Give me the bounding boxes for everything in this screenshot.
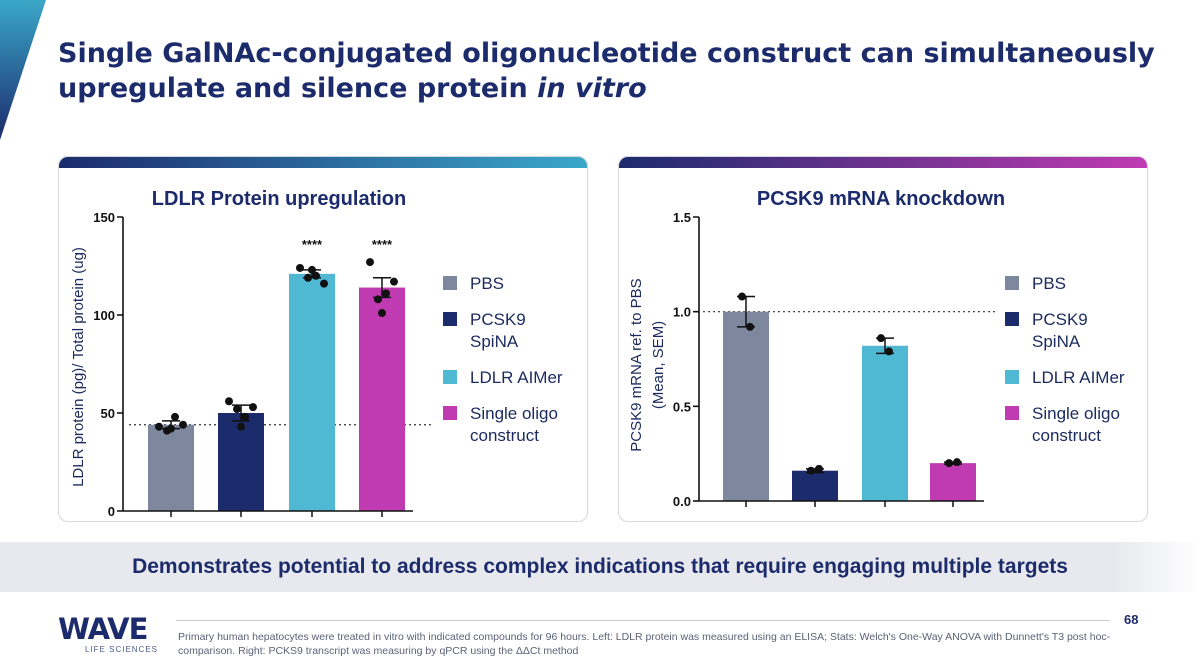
legend-swatch — [443, 406, 457, 420]
y-axis-label-2: (Mean, SEM) — [650, 321, 667, 409]
slide-title-text: Single GalNAc-conjugated oligonucleotide… — [58, 38, 1155, 104]
legend-swatch — [1005, 312, 1019, 326]
data-point — [366, 258, 374, 267]
y-tick-label: 150 — [93, 210, 115, 225]
company-logo: WAVE LIFE SCIENCES — [58, 614, 166, 654]
legend-item: PCSK9 SpiNA — [443, 309, 575, 353]
pcsk9-legend: PBS PCSK9 SpiNA LDLR AIMer Single oligo … — [1005, 273, 1137, 461]
banner-text: Demonstrates potential to address comple… — [132, 555, 1068, 578]
data-point — [374, 295, 382, 304]
y-tick-label: 0.0 — [673, 494, 691, 509]
legend-item: PBS — [1005, 273, 1137, 295]
significance-label: **** — [372, 237, 393, 252]
data-point — [296, 263, 304, 272]
data-point — [304, 273, 312, 282]
legend-swatch — [1005, 370, 1019, 384]
significance-label: **** — [302, 237, 323, 252]
data-point — [155, 422, 163, 431]
y-axis-label: PCSK9 mRNA ref. to PBS — [628, 278, 645, 451]
page-number: 68 — [1124, 612, 1139, 627]
data-point — [249, 403, 257, 412]
y-tick-label: 0 — [108, 504, 115, 519]
y-axis-label: LDLR protein (pg)/ Total protein (ug) — [70, 247, 87, 487]
data-point — [225, 397, 233, 406]
data-point — [308, 265, 316, 274]
ldlr-legend: PBS PCSK9 SpiNA LDLR AIMer Single oligo … — [443, 273, 575, 461]
panel-accent-bar — [619, 157, 1147, 168]
data-point — [390, 277, 398, 286]
data-point — [885, 347, 893, 356]
panel-accent-bar — [59, 157, 587, 168]
legend-label: Single oligo construct — [470, 404, 558, 445]
legend-label: PCSK9 SpiNA — [1032, 310, 1088, 351]
legend-label: PBS — [1032, 274, 1067, 293]
y-tick-label: 1.0 — [673, 305, 691, 320]
data-point — [237, 422, 245, 431]
data-point — [241, 412, 249, 421]
data-point — [167, 424, 175, 433]
legend-swatch — [1005, 406, 1019, 420]
chart-title: LDLR Protein upregulation — [152, 188, 406, 210]
legend-swatch — [1005, 276, 1019, 290]
ldlr-chart: LDLR Protein upregulation LDLR protein (p… — [70, 188, 431, 519]
bar-3 — [930, 463, 976, 501]
data-point — [320, 279, 328, 288]
pcsk9-chart-panel: PCSK9 mRNA knockdown PCSK9 mRNA ref. to P… — [618, 156, 1148, 522]
legend-label: Single oligo construct — [1032, 404, 1120, 445]
data-point — [746, 322, 754, 331]
data-point — [815, 464, 823, 473]
data-point — [953, 458, 961, 467]
ldlr-chart-panel: LDLR Protein upregulation LDLR protein (p… — [58, 156, 588, 522]
y-tick-label: 100 — [93, 308, 115, 323]
data-point — [378, 309, 386, 318]
data-point — [233, 405, 241, 414]
bar-2 — [862, 345, 908, 501]
bar-2 — [289, 273, 335, 511]
legend-item: Single oligo construct — [443, 403, 575, 447]
chart-title: PCSK9 mRNA knockdown — [757, 188, 1005, 210]
logo-subtitle: LIFE SCIENCES — [84, 645, 158, 654]
legend-item: PBS — [443, 273, 575, 295]
bar-1 — [792, 470, 838, 501]
slide-title-italic: in vitro — [537, 73, 647, 104]
y-tick-label: 0.5 — [673, 399, 691, 414]
bar-0 — [148, 424, 194, 511]
y-tick-label: 50 — [101, 406, 115, 421]
legend-item: LDLR AIMer — [443, 367, 575, 389]
legend-item: LDLR AIMer — [1005, 367, 1137, 389]
data-point — [382, 289, 390, 298]
data-point — [877, 334, 885, 343]
takeaway-banner: Demonstrates potential to address comple… — [0, 542, 1200, 592]
y-tick-label: 1.5 — [673, 210, 691, 225]
pcsk9-chart: PCSK9 mRNA knockdown PCSK9 mRNA ref. to P… — [628, 188, 1005, 509]
legend-label: LDLR AIMer — [470, 368, 563, 387]
legend-label: PBS — [470, 274, 505, 293]
legend-label: LDLR AIMer — [1032, 368, 1125, 387]
logo-wordmark: WAVE — [58, 612, 148, 646]
legend-item: Single oligo construct — [1005, 403, 1137, 447]
data-point — [738, 292, 746, 301]
bar-3 — [359, 287, 405, 511]
slide-title: Single GalNAc-conjugated oligonucleotide… — [58, 36, 1158, 106]
bar-0 — [723, 311, 769, 501]
corner-accent — [0, 0, 46, 140]
legend-swatch — [443, 276, 457, 290]
legend-swatch — [443, 312, 457, 326]
data-point — [945, 459, 953, 468]
data-point — [179, 420, 187, 429]
footer-divider — [176, 620, 1110, 621]
legend-swatch — [443, 370, 457, 384]
data-point — [807, 466, 815, 475]
footnote: Primary human hepatocytes were treated i… — [178, 631, 1111, 657]
data-point — [171, 412, 179, 421]
legend-label: PCSK9 SpiNA — [470, 310, 526, 351]
legend-item: PCSK9 SpiNA — [1005, 309, 1137, 353]
data-point — [312, 271, 320, 280]
